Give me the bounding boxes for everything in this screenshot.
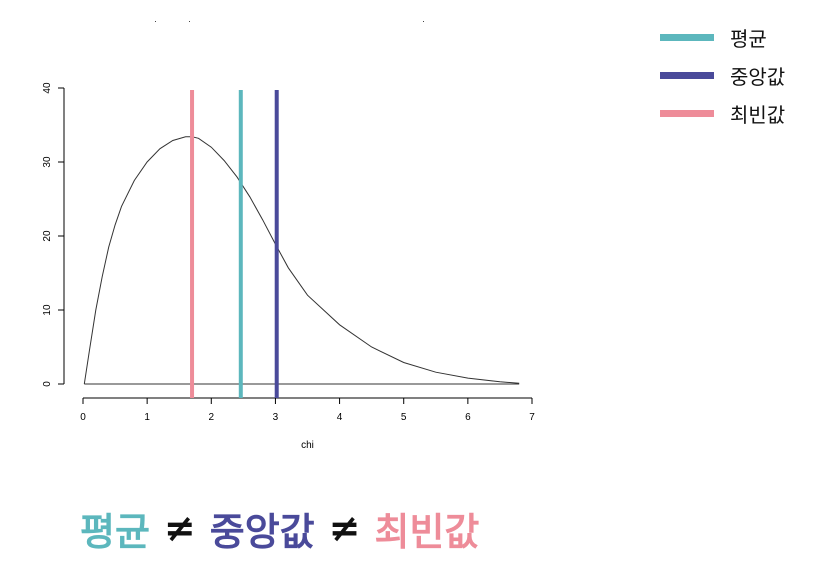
chart-area: 0 10 20 30 40 0 1 2 3 4 5 6 7 chi bbox=[42, 21, 535, 451]
legend-item-mode: 최빈값 bbox=[660, 94, 820, 132]
x-axis-label: chi bbox=[301, 440, 314, 451]
legend-swatch-median bbox=[660, 71, 714, 79]
legend-label-mode: 최빈값 bbox=[730, 102, 786, 127]
x-tick-label: 5 bbox=[401, 412, 407, 423]
legend-swatch-mode bbox=[660, 109, 714, 117]
legend-item-mean: 평균 bbox=[660, 18, 820, 56]
x-tick-label: 4 bbox=[337, 412, 343, 423]
top-mark-3 bbox=[423, 21, 424, 22]
headline-median: 중앙값 bbox=[209, 509, 315, 554]
x-tick-label: 2 bbox=[209, 412, 215, 423]
x-tick-label: 6 bbox=[465, 412, 471, 423]
x-tick-label: 1 bbox=[144, 412, 150, 423]
headline-not-equal-1: ≠ bbox=[163, 506, 196, 550]
y-tick-label: 10 bbox=[42, 304, 53, 316]
headline-not-equal-2: ≠ bbox=[328, 506, 361, 550]
legend: 평균 중앙값 최빈값 bbox=[660, 18, 820, 132]
x-tick-label: 7 bbox=[529, 412, 535, 423]
density-curve bbox=[83, 136, 520, 385]
y-tick-label: 40 bbox=[42, 82, 53, 94]
legend-item-median: 중앙값 bbox=[660, 56, 820, 94]
legend-label-mean: 평균 bbox=[730, 26, 767, 51]
top-mark-2 bbox=[189, 21, 190, 22]
legend-label-median: 중앙값 bbox=[730, 64, 786, 89]
x-tick-label: 3 bbox=[273, 412, 279, 423]
headline-mean: 평균 bbox=[80, 509, 150, 554]
y-tick-label: 20 bbox=[42, 230, 53, 242]
headline: 평균 ≠ 중앙값 ≠ 최빈값 bbox=[80, 500, 780, 556]
y-tick-label: 30 bbox=[42, 156, 53, 168]
top-mark-1 bbox=[155, 21, 156, 22]
legend-swatch-mean bbox=[660, 33, 714, 41]
y-tick-label: 0 bbox=[42, 381, 53, 387]
chart-svg: 0 10 20 30 40 0 1 2 3 4 5 6 7 chi bbox=[42, 21, 535, 451]
x-tick-label: 0 bbox=[80, 412, 86, 423]
headline-mode: 최빈값 bbox=[374, 509, 480, 554]
